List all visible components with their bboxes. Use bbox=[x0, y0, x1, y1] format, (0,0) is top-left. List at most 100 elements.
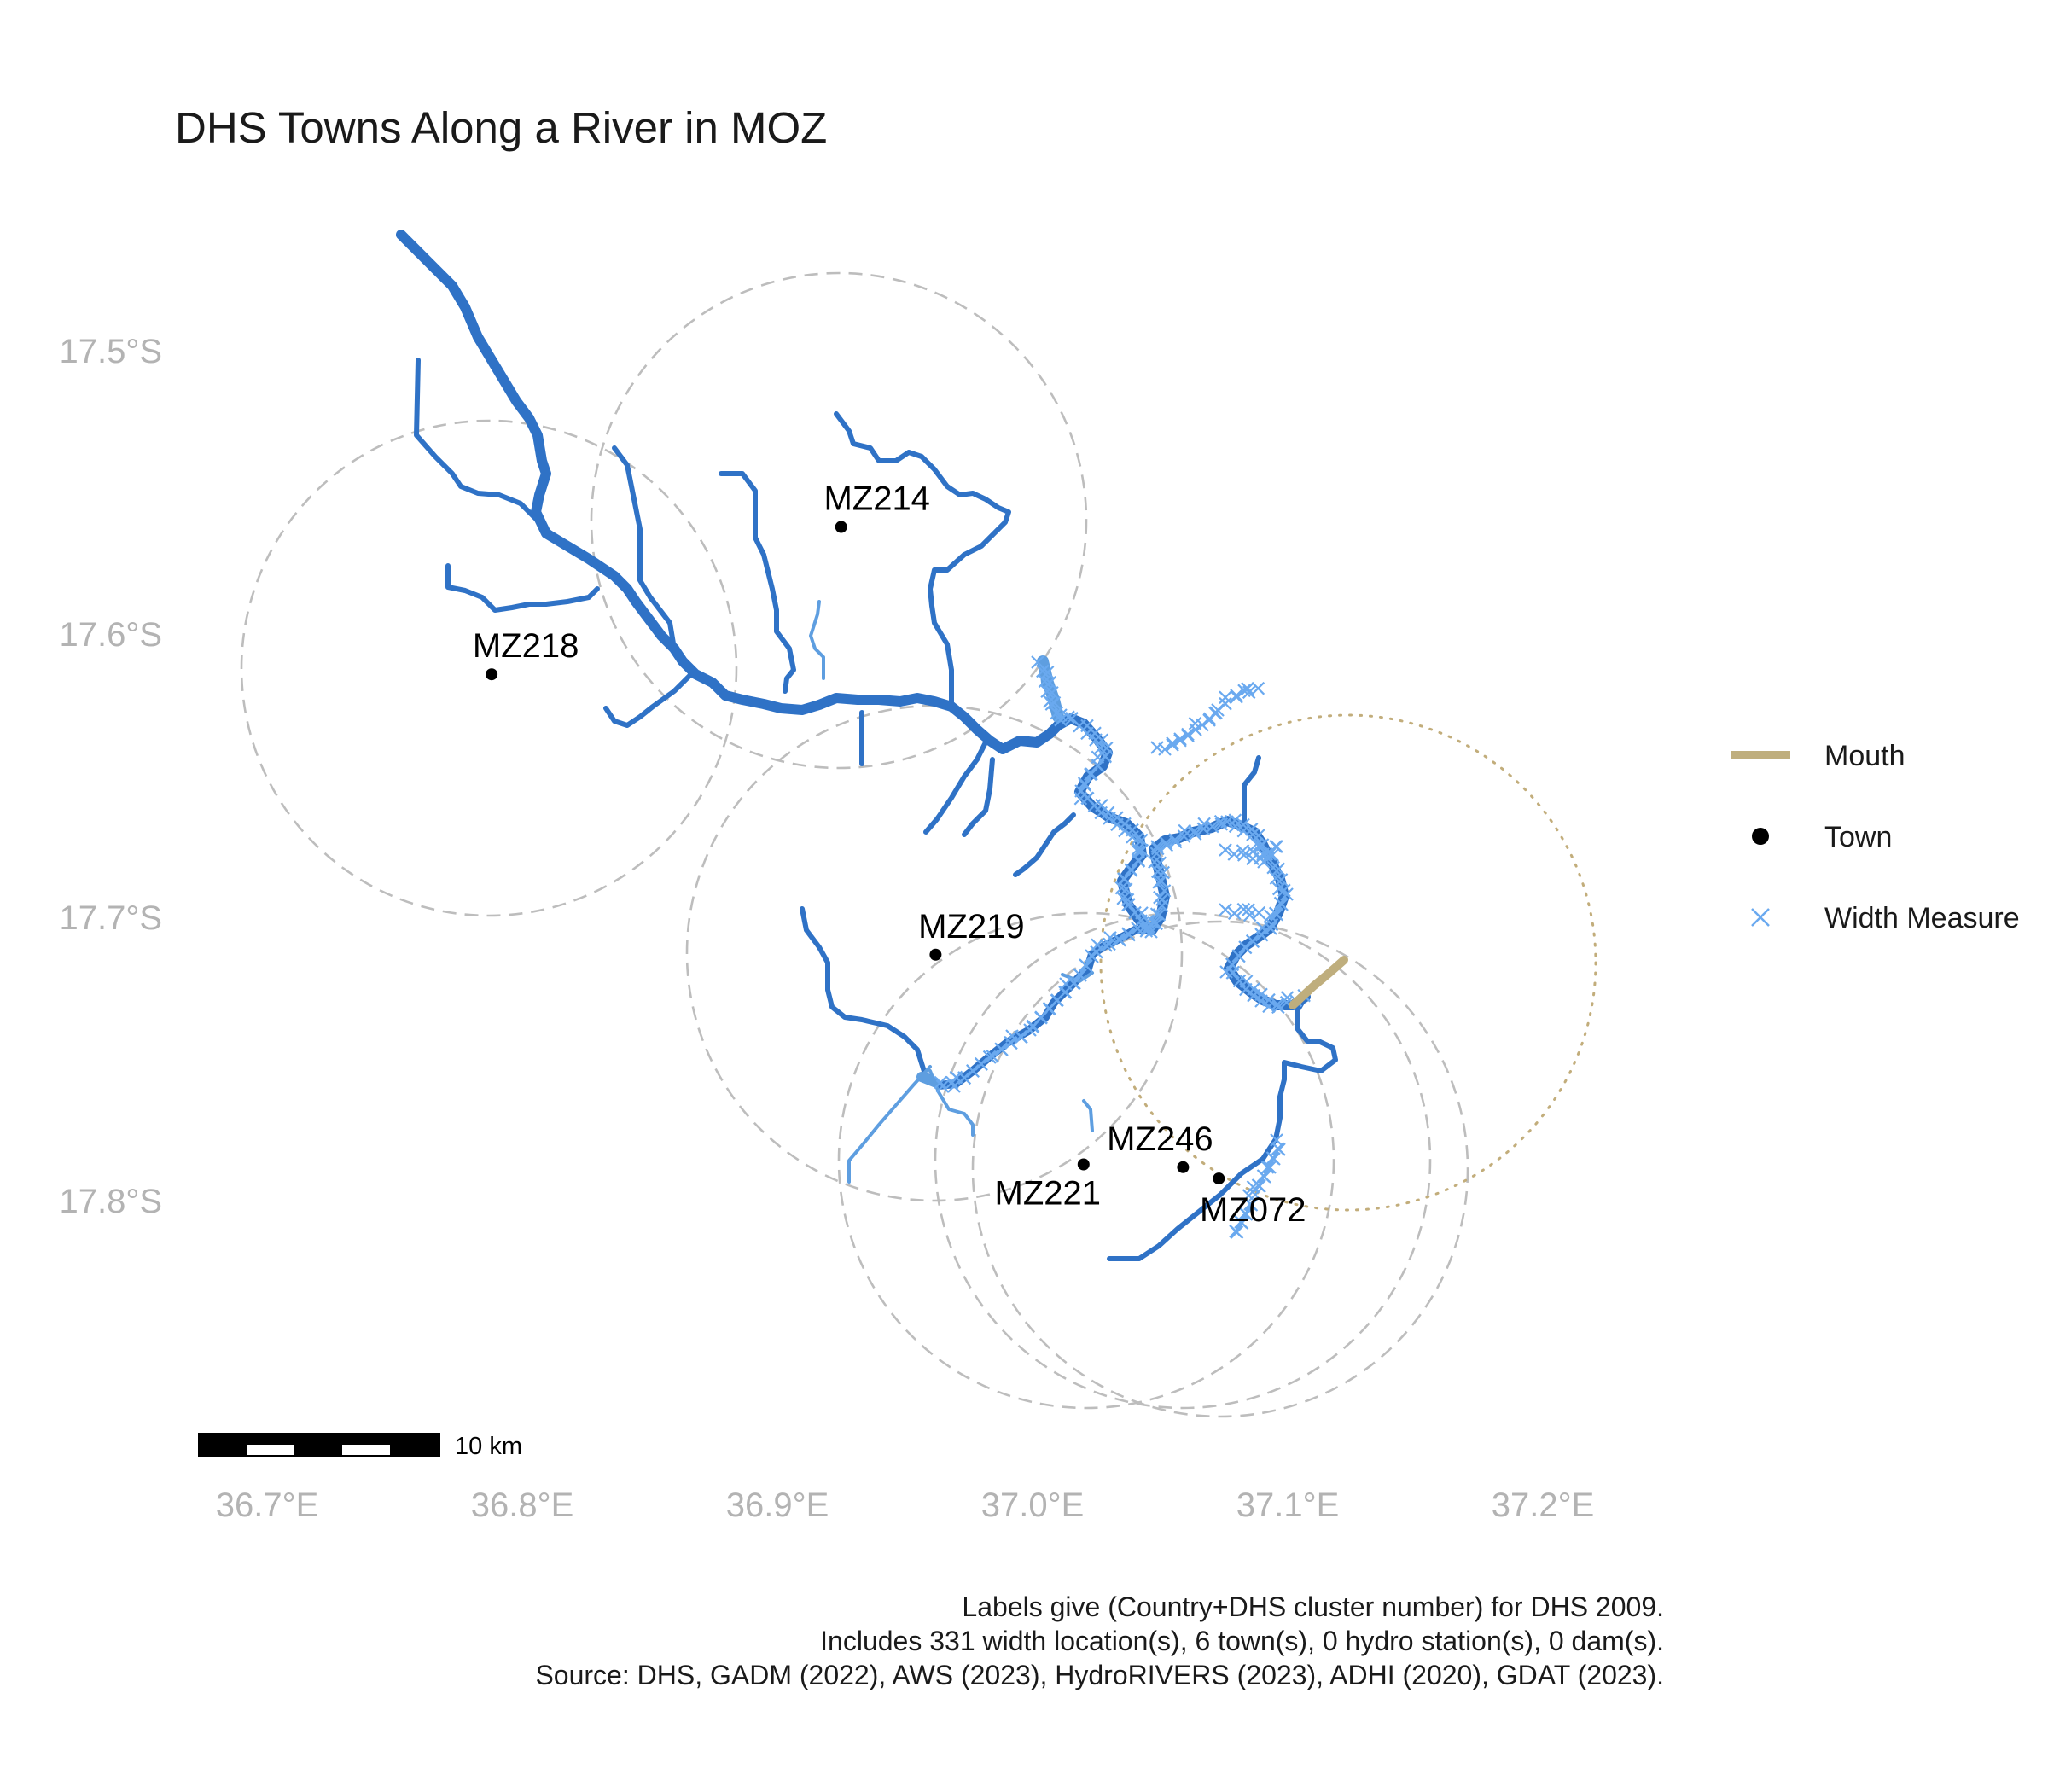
width-measure-marks bbox=[934, 655, 1311, 1239]
width-measure-mark bbox=[1242, 685, 1256, 700]
river-network bbox=[396, 230, 1338, 1261]
width-measure-mark bbox=[1168, 835, 1183, 849]
width-measure-mark bbox=[1237, 684, 1251, 698]
width-measure-mark bbox=[1142, 920, 1155, 934]
river-minor-1 bbox=[809, 600, 825, 680]
width-measure-mark bbox=[1040, 666, 1055, 679]
town-buffers bbox=[240, 271, 1597, 1418]
width-measure-mark bbox=[1272, 1143, 1286, 1156]
town-marker-mz219[interactable] bbox=[929, 948, 942, 961]
width-measure-mark bbox=[1241, 682, 1254, 695]
width-measure-mark bbox=[1158, 742, 1172, 756]
scale-bar-segment bbox=[247, 1434, 294, 1445]
width-measure-mark bbox=[1166, 738, 1179, 752]
width-measure-mark bbox=[1178, 823, 1192, 838]
width-measure-mark bbox=[1189, 723, 1202, 736]
width-measure-mark bbox=[1078, 778, 1092, 792]
width-measure-mark bbox=[1131, 922, 1144, 935]
width-measure-mark bbox=[1004, 1035, 1017, 1050]
lon-tick-label: 36.7°E bbox=[216, 1487, 319, 1524]
width-measure-mark bbox=[1235, 1216, 1249, 1230]
width-measure-mark bbox=[1263, 1161, 1277, 1174]
scale-bar-segment bbox=[390, 1434, 439, 1456]
river-mouth bbox=[1289, 956, 1348, 1009]
town-marker-mz221[interactable] bbox=[1077, 1158, 1090, 1171]
width-measure-mark bbox=[1150, 741, 1164, 754]
width-measure-mark bbox=[1150, 841, 1165, 856]
width-measure-mark bbox=[1036, 664, 1050, 678]
town-marker-mz218[interactable] bbox=[486, 668, 498, 681]
lon-tick-label: 37.2°E bbox=[1492, 1487, 1595, 1524]
width-measure-mark bbox=[1177, 829, 1191, 843]
width-measure-mark bbox=[1050, 706, 1063, 720]
river-trib-12 bbox=[800, 906, 928, 1079]
width-measure-mark bbox=[1120, 893, 1135, 907]
width-measure-mark bbox=[1275, 898, 1289, 911]
river-minor-5 bbox=[1082, 1099, 1094, 1132]
width-measure-mark bbox=[1044, 697, 1059, 711]
width-measure-mark bbox=[1103, 937, 1116, 951]
town-marker-mz072[interactable] bbox=[1213, 1172, 1225, 1185]
width-measure-mark bbox=[1151, 864, 1165, 879]
width-measure-mark bbox=[1251, 681, 1265, 695]
width-measure-mark bbox=[1135, 843, 1149, 858]
town-label-mz218: MZ218 bbox=[473, 627, 579, 665]
map-title: DHS Towns Along a River in MOZ bbox=[175, 103, 827, 152]
lat-axis: 17.5°S 17.6°S 17.7°S 17.8°S bbox=[59, 333, 162, 1220]
width-measure-mark bbox=[945, 1075, 959, 1090]
width-measure-mark bbox=[1166, 736, 1179, 750]
lon-tick-label: 37.0°E bbox=[981, 1487, 1085, 1524]
width-measure-mark bbox=[1155, 899, 1169, 913]
width-measure-mark bbox=[1079, 959, 1093, 973]
width-measure-mark bbox=[1121, 927, 1135, 940]
width-measure-mark bbox=[1260, 1161, 1275, 1174]
width-measure-mark bbox=[1054, 708, 1068, 722]
width-measure-mark bbox=[1196, 822, 1211, 836]
width-measure-mark bbox=[1154, 874, 1168, 888]
width-measure-mark bbox=[1228, 813, 1242, 827]
width-measure-mark bbox=[1239, 1207, 1254, 1221]
width-measure-mark bbox=[1265, 917, 1279, 932]
width-measure-mark bbox=[1228, 819, 1242, 834]
width-measure-mark bbox=[1244, 1198, 1259, 1212]
width-measure-mark bbox=[1038, 674, 1052, 689]
width-measure-mark bbox=[1152, 908, 1167, 922]
width-measure-mark bbox=[1258, 1170, 1271, 1184]
legend: Mouth Town Width Measure bbox=[1731, 740, 2020, 934]
buffer-circle-mz218 bbox=[240, 419, 738, 917]
width-measure-mark bbox=[1206, 819, 1219, 834]
buffer-circle-mz246 bbox=[934, 911, 1432, 1410]
width-measure-mark bbox=[1280, 887, 1294, 901]
river-lower-west bbox=[922, 926, 1156, 1090]
legend-width-key bbox=[1751, 908, 1770, 927]
river-trib-2 bbox=[445, 563, 600, 613]
width-measure-mark bbox=[1262, 992, 1276, 1007]
width-measure-mark bbox=[1045, 685, 1059, 700]
width-measure-mark bbox=[1134, 833, 1149, 847]
scale-bar: 10 km bbox=[198, 1433, 522, 1460]
width-measure-mark bbox=[1173, 733, 1187, 748]
legend-mouth-label: Mouth bbox=[1824, 740, 1905, 772]
town-marker-mz214[interactable] bbox=[835, 521, 847, 533]
lat-tick-label: 17.5°S bbox=[59, 333, 162, 370]
river-main-upper bbox=[396, 230, 1063, 754]
width-measure-mark bbox=[934, 1075, 948, 1090]
caption-line-1: Labels give (Country+DHS cluster number)… bbox=[962, 1591, 1664, 1622]
town-label-mz072: MZ072 bbox=[1200, 1191, 1306, 1229]
lat-tick-label: 17.8°S bbox=[59, 1183, 162, 1220]
width-measure-mark bbox=[1230, 689, 1243, 702]
width-measure-mark bbox=[986, 1049, 999, 1063]
lon-tick-label: 36.8°E bbox=[471, 1487, 574, 1524]
width-measure-mark bbox=[994, 1042, 1008, 1056]
town-label-mz221: MZ221 bbox=[995, 1175, 1102, 1213]
width-measure-mark bbox=[1153, 856, 1167, 870]
width-measure-mark bbox=[1213, 814, 1228, 829]
caption-line-2: Includes 331 width location(s), 6 town(s… bbox=[820, 1626, 1664, 1656]
width-measure-mark bbox=[1047, 695, 1062, 710]
river-trib-4 bbox=[603, 672, 694, 728]
width-measure-mark bbox=[1181, 729, 1195, 743]
town-marker-mz246[interactable] bbox=[1177, 1161, 1190, 1173]
scale-bar-segment bbox=[294, 1434, 342, 1456]
scale-bar-label: 10 km bbox=[455, 1433, 522, 1460]
width-measure-mark bbox=[935, 1079, 950, 1093]
